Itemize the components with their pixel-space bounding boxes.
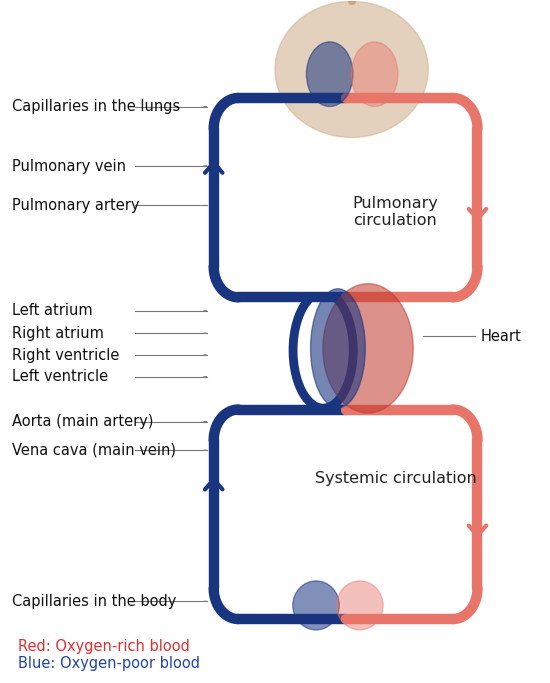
Text: Systemic circulation: Systemic circulation — [315, 471, 476, 486]
Text: Left atrium: Left atrium — [12, 303, 93, 318]
Text: Right atrium: Right atrium — [12, 326, 104, 341]
Ellipse shape — [337, 581, 383, 630]
Ellipse shape — [311, 289, 365, 408]
Ellipse shape — [351, 42, 398, 107]
Text: Capillaries in the lungs: Capillaries in the lungs — [12, 99, 180, 114]
Ellipse shape — [306, 42, 353, 107]
Ellipse shape — [275, 1, 428, 137]
Text: Right ventricle: Right ventricle — [12, 348, 120, 363]
Text: Aorta (main artery): Aorta (main artery) — [12, 415, 154, 430]
Ellipse shape — [323, 283, 413, 413]
Text: Pulmonary vein: Pulmonary vein — [12, 158, 126, 173]
Text: Pulmonary artery: Pulmonary artery — [12, 198, 140, 213]
Text: Blue: Oxygen-poor blood: Blue: Oxygen-poor blood — [18, 656, 200, 671]
Text: Heart: Heart — [480, 329, 521, 344]
Ellipse shape — [293, 581, 339, 630]
Text: Left ventricle: Left ventricle — [12, 370, 108, 385]
Text: Red: Oxygen-rich blood: Red: Oxygen-rich blood — [18, 639, 190, 654]
Text: Capillaries in the body: Capillaries in the body — [12, 594, 177, 609]
Text: Pulmonary
circulation: Pulmonary circulation — [353, 196, 438, 228]
Text: Vena cava (main vein): Vena cava (main vein) — [12, 443, 177, 458]
